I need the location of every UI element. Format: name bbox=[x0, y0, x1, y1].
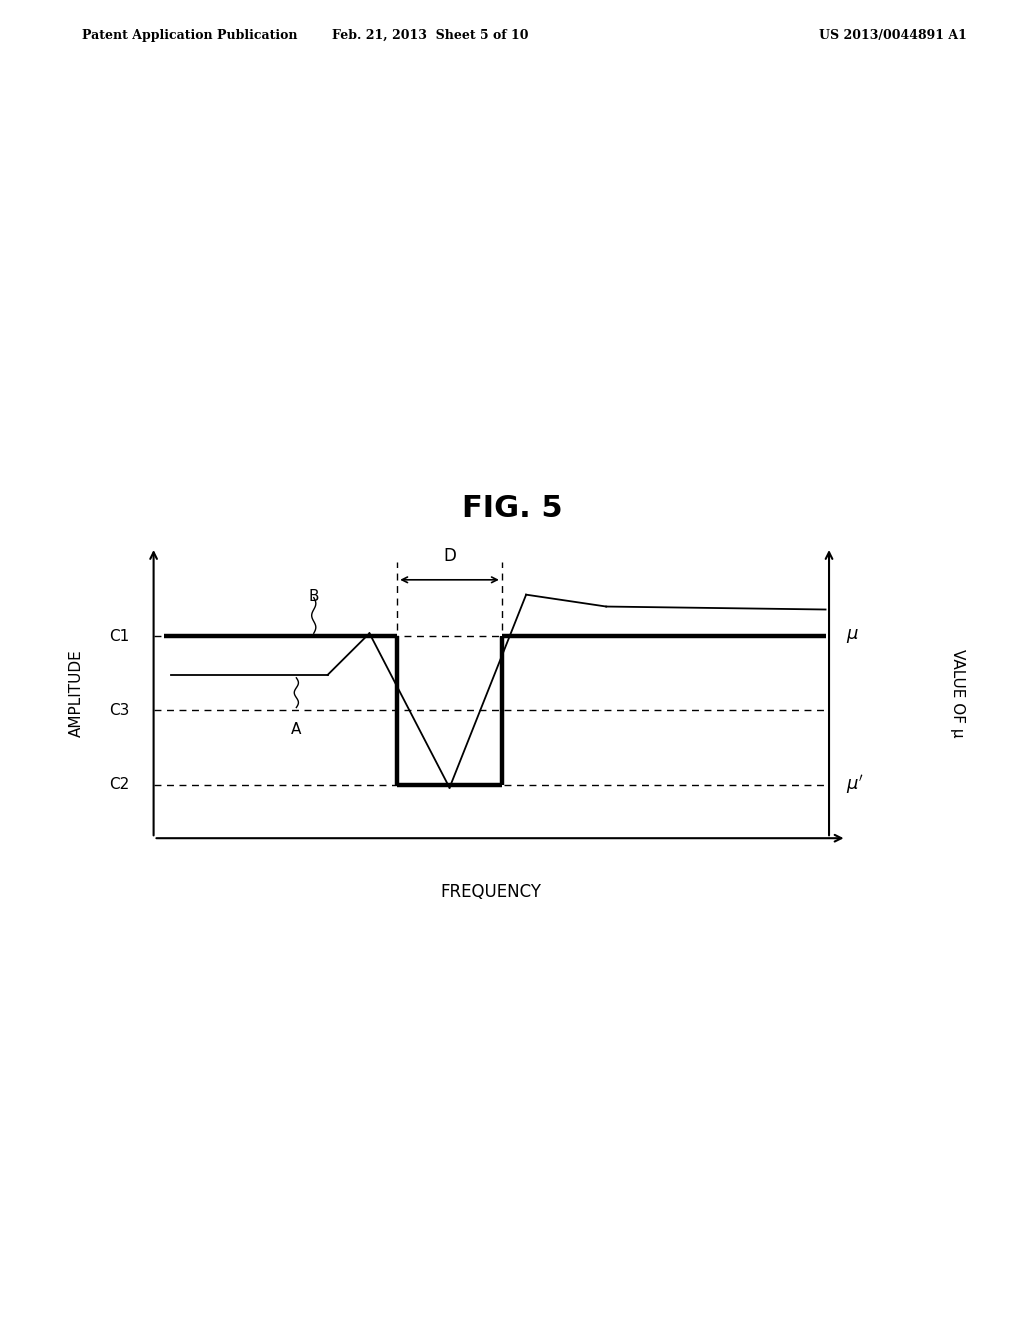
Text: VALUE OF μ: VALUE OF μ bbox=[950, 648, 965, 738]
Text: $\mu$: $\mu$ bbox=[847, 627, 859, 645]
Text: FREQUENCY: FREQUENCY bbox=[440, 883, 542, 900]
Text: D: D bbox=[443, 546, 456, 565]
Text: Patent Application Publication: Patent Application Publication bbox=[82, 29, 297, 42]
Text: C2: C2 bbox=[109, 777, 129, 792]
Text: $\mu'$: $\mu'$ bbox=[847, 774, 864, 796]
Text: Feb. 21, 2013  Sheet 5 of 10: Feb. 21, 2013 Sheet 5 of 10 bbox=[332, 29, 528, 42]
Text: A: A bbox=[291, 722, 301, 738]
Text: B: B bbox=[308, 589, 319, 603]
Text: C1: C1 bbox=[109, 628, 129, 644]
Text: US 2013/0044891 A1: US 2013/0044891 A1 bbox=[819, 29, 967, 42]
Text: FIG. 5: FIG. 5 bbox=[462, 494, 562, 523]
Text: C3: C3 bbox=[109, 704, 129, 718]
Text: AMPLITUDE: AMPLITUDE bbox=[70, 649, 84, 737]
